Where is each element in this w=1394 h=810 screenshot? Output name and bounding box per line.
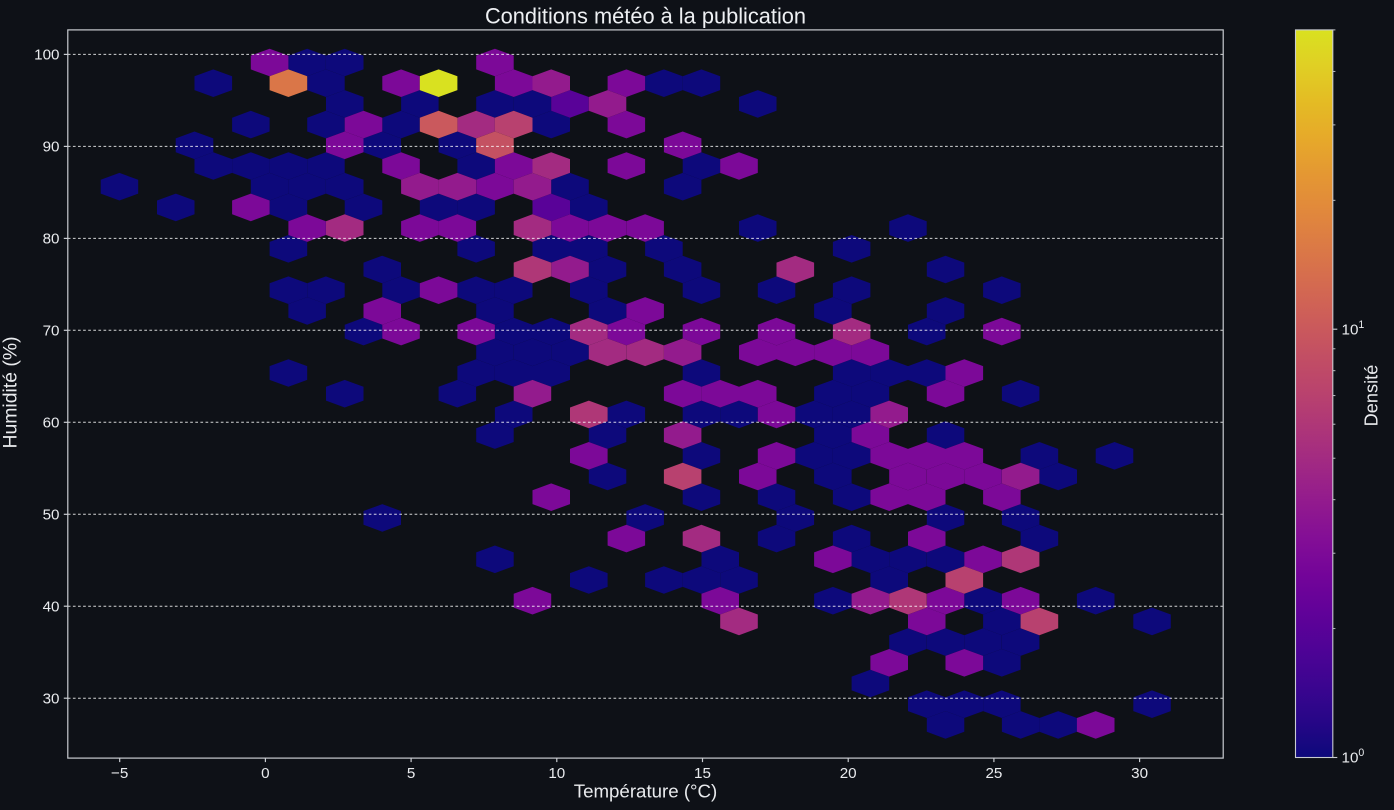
svg-text:60: 60: [43, 414, 60, 431]
svg-text:0: 0: [261, 765, 269, 782]
svg-text:15: 15: [694, 765, 711, 782]
svg-text:Humidité (%): Humidité (%): [0, 336, 22, 448]
svg-text:Température (°C): Température (°C): [574, 781, 718, 802]
svg-text:10: 10: [548, 765, 565, 782]
svg-text:20: 20: [840, 765, 857, 782]
svg-text:Conditions météo à la publicat: Conditions météo à la publication: [485, 3, 806, 28]
svg-text:50: 50: [43, 506, 60, 523]
svg-text:−5: −5: [111, 765, 128, 782]
svg-text:80: 80: [43, 231, 60, 248]
svg-text:40: 40: [43, 598, 60, 615]
svg-text:Densité: Densité: [1361, 365, 1381, 427]
svg-text:30: 30: [43, 690, 60, 707]
svg-text:100: 100: [34, 47, 59, 64]
svg-text:25: 25: [985, 765, 1002, 782]
svg-text:5: 5: [407, 765, 415, 782]
svg-text:70: 70: [43, 322, 60, 339]
svg-text:30: 30: [1131, 765, 1148, 782]
svg-text:90: 90: [43, 139, 60, 156]
